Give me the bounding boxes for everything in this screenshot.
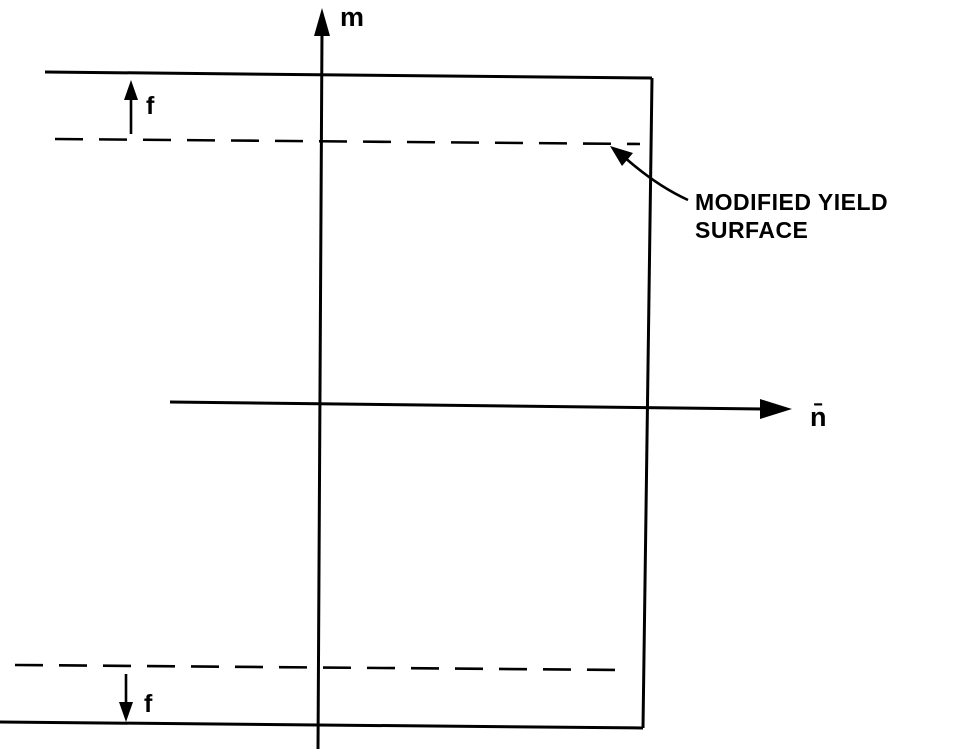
m-axis-arrowhead — [314, 8, 330, 36]
bottom-offset-arrowhead — [119, 702, 133, 722]
modified-yield-bottom-dashed — [14, 663, 628, 672]
bottom-offset-label: f — [144, 690, 153, 718]
annotation-arrowhead — [610, 146, 633, 166]
yield-surface-bottom-edge — [0, 720, 644, 730]
m-axis-label: m — [340, 2, 364, 32]
modified-yield-surface — [14, 137, 641, 672]
n-axis-line — [169, 400, 766, 411]
n-axis-label: n̄ — [810, 402, 827, 432]
top-offset-arrowhead — [124, 80, 138, 100]
annotation-label-line1: MODIFIED YIELD — [695, 189, 888, 215]
m-axis: m — [314, 2, 364, 749]
n-axis-arrowhead — [760, 399, 792, 419]
annotation-curved-arrow — [621, 154, 689, 202]
original-yield-surface — [0, 70, 654, 730]
modified-yield-top-dashed — [54, 137, 641, 146]
yield-surface-right-edge — [641, 77, 654, 729]
top-offset-marker: f — [124, 80, 155, 134]
top-offset-label: f — [146, 92, 155, 120]
yield-surface-top-edge — [44, 70, 653, 80]
n-axis: n̄ — [169, 399, 827, 432]
m-axis-line — [316, 29, 324, 749]
annotation-pointer: MODIFIED YIELD SURFACE — [610, 146, 888, 243]
annotation-label-line2: SURFACE — [695, 217, 808, 243]
bottom-offset-marker: f — [119, 674, 153, 722]
